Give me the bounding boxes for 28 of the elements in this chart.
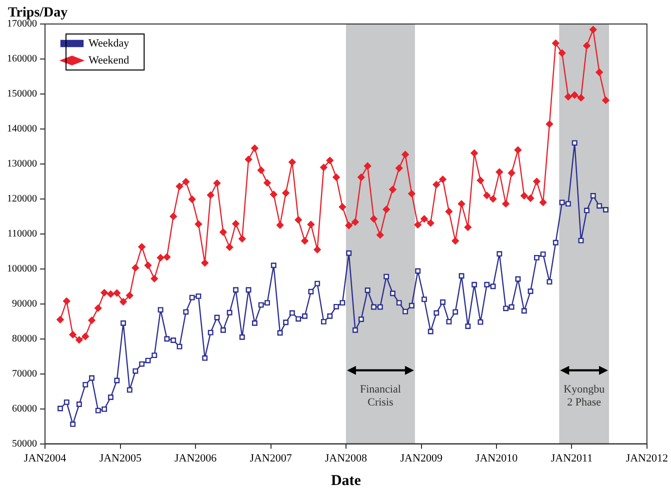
y-tick-label: 70000 xyxy=(12,368,37,380)
y-tick-label: 140000 xyxy=(7,124,37,135)
y-tick-label: 50000 xyxy=(12,438,37,450)
y-tick-label: 90000 xyxy=(12,298,37,310)
x-tick-label: JAN2004 xyxy=(24,452,67,464)
x-axis-title: Date xyxy=(330,472,362,489)
y-tick-label: 170000 xyxy=(7,18,37,30)
y-tick-label: 160000 xyxy=(7,54,37,65)
legend-label: Weekday xyxy=(88,37,130,50)
legend-label: Weekend xyxy=(88,54,130,66)
y-tick-label: 150000 xyxy=(7,88,37,100)
y-tick-label: 120000 xyxy=(7,194,37,205)
y-tick-label: 110000 xyxy=(7,228,37,240)
y-tick-label: 60000 xyxy=(12,403,37,414)
band-label: Financial Crisis xyxy=(360,384,401,409)
x-tick-label: JAN2011 xyxy=(550,452,593,464)
y-tick-label: 130000 xyxy=(7,158,37,170)
band-label: Kyongbu 2 Phase xyxy=(564,384,606,409)
x-tick-label: JAN2005 xyxy=(99,452,142,464)
y-tick-label: 80000 xyxy=(12,333,37,344)
y-axis-title: Trips/Day xyxy=(8,6,68,21)
x-tick-label: JAN2008 xyxy=(324,452,368,464)
y-tick-label: 100000 xyxy=(7,264,37,275)
x-tick-label: JAN2007 xyxy=(250,452,292,464)
x-tick-label: JAN2010 xyxy=(475,452,518,464)
x-tick-label: JAN2012 xyxy=(626,452,668,464)
x-tick-label: JAN2006 xyxy=(174,452,218,464)
x-tick-label: JAN2009 xyxy=(400,452,443,464)
